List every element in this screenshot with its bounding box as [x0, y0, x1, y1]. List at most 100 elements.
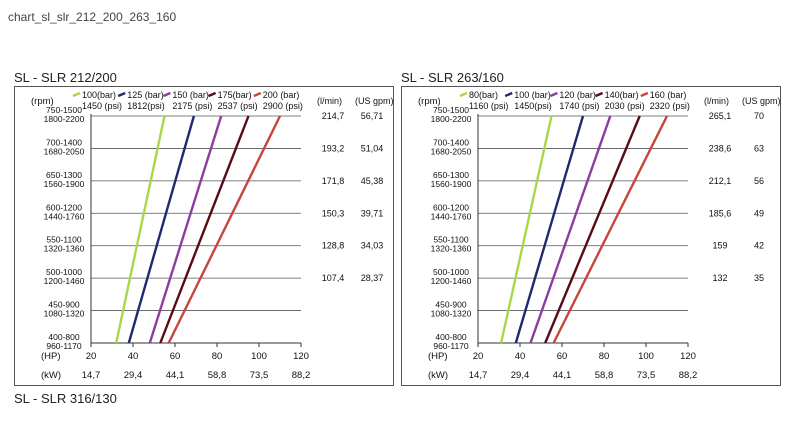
hp-tick-label: 100 — [638, 351, 654, 362]
series-line — [148, 115, 223, 344]
series-line — [159, 115, 250, 344]
hp-tick-label: 120 — [680, 351, 696, 362]
legend-label: 140(bar) — [605, 90, 639, 100]
legend-swatch — [72, 91, 81, 98]
flow-gpm-label: 39,71 — [361, 208, 384, 218]
flow-lmin-label: 107,4 — [322, 273, 345, 283]
legend-label-psi: 1812(psi) — [127, 101, 165, 111]
rpm-tick-label: 960-1170 — [46, 341, 82, 351]
kw-tick-label: 88,2 — [292, 370, 311, 381]
chart-title-left: SL - SLR 212/200 — [14, 70, 117, 85]
flow-lmin-label: 212,1 — [709, 176, 732, 186]
series-line — [167, 115, 282, 344]
legend-swatch — [459, 91, 468, 98]
kw-tick-label: 14,7 — [469, 370, 488, 381]
lmin-header: (l/min) — [704, 96, 729, 106]
hp-tick-label: 40 — [515, 351, 526, 362]
rpm-tick-label: 750-1500 — [433, 105, 469, 115]
legend-swatch — [208, 91, 217, 98]
lmin-header: (l/min) — [317, 96, 342, 106]
series-line — [514, 115, 585, 344]
legend-label-psi: 2537 (psi) — [218, 101, 258, 111]
rpm-tick-label: 1560-1900 — [431, 179, 472, 189]
rpm-header: (rpm) — [31, 96, 54, 107]
kw-tick-label: 58,8 — [208, 370, 227, 381]
rpm-tick-label: 700-1400 — [433, 137, 469, 147]
rpm-tick-label: 1320-1360 — [431, 244, 472, 254]
rpm-tick-label: 1800-2200 — [44, 114, 85, 124]
rpm-tick-label: 600-1200 — [46, 202, 82, 212]
legend-swatch — [640, 91, 649, 98]
gpm-header: (US gpm) — [355, 96, 394, 106]
series-line — [544, 115, 641, 344]
chart-frame-right: 750-1500 1800-2200 265,1 70 700-1400 1680-205… — [401, 86, 781, 386]
legend-label-psi: 1160 (psi) — [469, 101, 508, 111]
rpm-tick-label: 650-1300 — [433, 170, 469, 180]
legend-swatch — [162, 91, 171, 98]
rpm-tick-label: 1800-2200 — [431, 114, 472, 124]
flow-lmin-label: 132 — [712, 273, 727, 283]
rpm-tick-label: 1320-1360 — [44, 244, 85, 254]
hp-tick-label: 60 — [170, 351, 181, 362]
rpm-tick-label: 1080-1320 — [431, 309, 472, 319]
legend-label-psi: 2175 (psi) — [172, 101, 212, 111]
kw-axis-label: (kW) — [428, 370, 448, 381]
kw-tick-label: 88,2 — [679, 370, 698, 381]
legend-label: 100 (bar) — [514, 90, 551, 100]
legend-label: 200 (bar) — [263, 90, 300, 100]
flow-lmin-label: 238,6 — [709, 143, 732, 153]
rpm-tick-label: 550-1100 — [433, 235, 469, 245]
gpm-header: (US gpm) — [742, 96, 781, 106]
rpm-tick-label: 450-900 — [435, 300, 466, 310]
hp-tick-label: 60 — [557, 351, 568, 362]
legend-label-psi: 1450(psi) — [514, 101, 552, 111]
legend-swatch — [549, 91, 558, 98]
rpm-tick-label: 500-1000 — [46, 267, 82, 277]
legend-swatch — [595, 91, 604, 98]
legend-label: 125 (bar) — [127, 90, 164, 100]
rpm-tick-label: 1200-1460 — [44, 276, 85, 286]
rpm-tick-label: 1680-2050 — [431, 146, 472, 156]
legend-label-psi: 2320 (psi) — [650, 101, 690, 111]
legend-label: 120 (bar) — [559, 90, 596, 100]
rpm-tick-label: 1080-1320 — [44, 309, 85, 319]
rpm-tick-label: 400-800 — [48, 332, 79, 342]
rpm-tick-label: 1440-1760 — [44, 211, 85, 221]
hp-tick-label: 100 — [251, 351, 267, 362]
rpm-tick-label: 600-1200 — [433, 202, 469, 212]
rpm-tick-label: 1440-1760 — [431, 211, 472, 221]
rpm-tick-label: 1560-1900 — [44, 179, 85, 189]
kw-tick-label: 58,8 — [595, 370, 614, 381]
flow-lmin-label: 128,8 — [322, 241, 345, 251]
flow-gpm-label: 56 — [754, 176, 764, 186]
footer-chart-title: SL - SLR 316/130 — [14, 391, 117, 406]
flow-gpm-label: 28,37 — [361, 273, 384, 283]
page-heading: chart_sl_slr_212_200_263_160 — [8, 10, 177, 24]
flow-lmin-label: 214,7 — [322, 111, 345, 121]
rpm-tick-label: 1200-1460 — [431, 276, 472, 286]
legend-swatch — [504, 91, 513, 98]
flow-gpm-label: 63 — [754, 143, 764, 153]
flow-gpm-label: 49 — [754, 208, 764, 218]
series-line — [552, 115, 669, 344]
rpm-tick-label: 1680-2050 — [44, 146, 85, 156]
legend-label-psi: 2900 (psi) — [263, 101, 303, 111]
flow-gpm-label: 51,04 — [361, 143, 384, 153]
rpm-tick-label: 650-1300 — [46, 170, 82, 180]
flow-lmin-label: 159 — [712, 241, 727, 251]
rpm-tick-label: 750-1500 — [46, 105, 82, 115]
rpm-header: (rpm) — [418, 96, 441, 107]
legend-label-psi: 2030 (psi) — [605, 101, 645, 111]
chart-frame-left: 750-1500 1800-2200 214,7 56,71 700-1400 1680-… — [14, 86, 394, 386]
flow-lmin-label: 185,6 — [709, 208, 732, 218]
flow-gpm-label: 45,38 — [361, 176, 384, 186]
flow-gpm-label: 34,03 — [361, 241, 384, 251]
flow-gpm-label: 70 — [754, 111, 764, 121]
flow-lmin-label: 265,1 — [709, 111, 732, 121]
flow-lmin-label: 193,2 — [322, 143, 345, 153]
rpm-tick-label: 960-1170 — [433, 341, 469, 351]
kw-tick-label: 29,4 — [511, 370, 530, 381]
rpm-tick-label: 450-900 — [48, 300, 79, 310]
